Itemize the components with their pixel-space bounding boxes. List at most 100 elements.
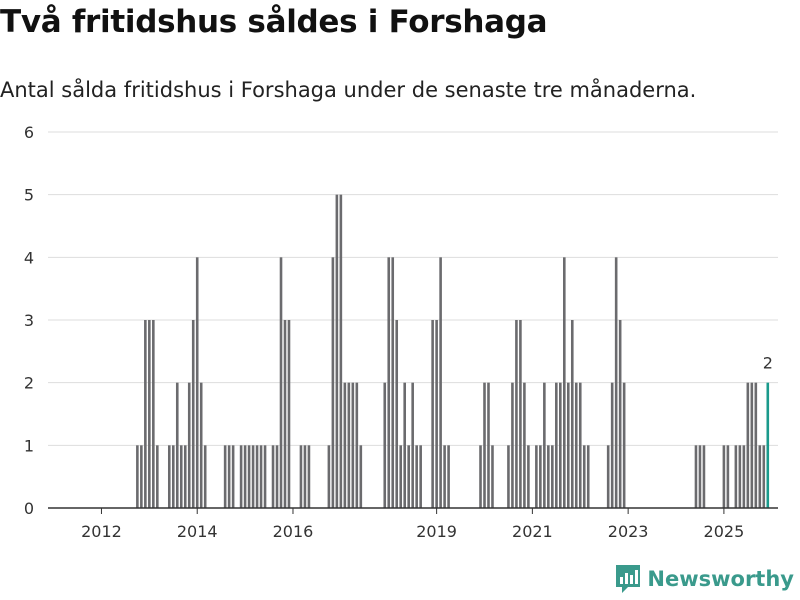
bar-highlight [766, 382, 770, 508]
bar [559, 382, 562, 508]
bar [175, 382, 179, 508]
bar [734, 445, 738, 508]
bar [307, 445, 311, 508]
bar [144, 320, 147, 508]
bar [515, 320, 518, 508]
y-tick-label: 5 [24, 186, 34, 205]
bar [754, 382, 758, 508]
bar [479, 445, 482, 508]
bar [539, 445, 542, 508]
bar [443, 445, 446, 508]
bar [447, 445, 450, 508]
y-axis-labels: 0 1 2 3 4 5 6 [24, 123, 34, 518]
bar [399, 445, 403, 508]
bar [758, 445, 762, 508]
bar [199, 382, 203, 508]
bar [259, 445, 263, 508]
bar [698, 445, 702, 508]
bar [586, 445, 590, 508]
x-axis: 2012 2014 2016 2019 2021 2023 2025 [48, 507, 778, 541]
bar [351, 382, 355, 508]
bar [327, 445, 331, 508]
y-tick-label: 3 [24, 311, 34, 330]
bar [203, 445, 207, 508]
bar [148, 320, 151, 508]
bar [167, 445, 171, 508]
bar [383, 382, 387, 508]
bar [187, 382, 191, 508]
bar [231, 445, 235, 508]
bar [255, 445, 259, 508]
bars [136, 194, 770, 508]
bar [566, 382, 570, 508]
bar [419, 445, 422, 508]
bar [487, 382, 490, 508]
bar [395, 320, 399, 508]
x-tick-label: 2023 [608, 522, 649, 541]
bar [179, 445, 183, 508]
bar [359, 445, 363, 508]
bar [483, 382, 486, 508]
chart-title: Två fritidshus såldes i Forshaga [0, 4, 548, 40]
bar [411, 382, 414, 508]
bar [223, 445, 227, 508]
bar-chart: 0 1 2 3 4 5 6 2012 2014 2016 2019 2021 2023 2025 2 [24, 123, 778, 541]
bar [762, 445, 766, 508]
bar [227, 445, 231, 508]
bar [523, 382, 526, 508]
bar [156, 445, 159, 508]
bar [750, 382, 754, 508]
bar [407, 445, 410, 508]
bar [439, 257, 442, 508]
bar [746, 382, 750, 508]
newsworthy-logo-icon [616, 565, 641, 593]
bar [738, 445, 742, 508]
bar [694, 445, 698, 508]
x-tick-label: 2014 [177, 522, 218, 541]
bar [563, 257, 566, 508]
bar [578, 382, 582, 508]
bar [339, 194, 343, 508]
bar [243, 445, 247, 508]
x-tick-label: 2025 [704, 522, 745, 541]
bar [551, 445, 554, 508]
bar [283, 320, 287, 508]
bar [543, 382, 546, 508]
bar [742, 445, 746, 508]
bar [555, 382, 558, 508]
annotations: 2 [763, 354, 773, 373]
bar [582, 445, 586, 508]
bar [251, 445, 255, 508]
bar [343, 382, 347, 508]
bar [547, 445, 550, 508]
bar [722, 445, 726, 508]
bar [387, 257, 391, 508]
bar [610, 382, 614, 508]
bar [511, 382, 514, 508]
x-tick-label: 2019 [416, 522, 457, 541]
bar [195, 257, 199, 508]
bar [507, 445, 510, 508]
chart-subtitle: Antal sålda fritidshus i Forshaga under … [0, 78, 697, 102]
bar [191, 320, 195, 508]
bar [519, 320, 522, 508]
bar [335, 194, 339, 508]
bar [702, 445, 706, 508]
bar [299, 445, 303, 508]
bar [171, 445, 175, 508]
bar [618, 320, 622, 508]
bar [435, 320, 438, 508]
x-tick-label: 2012 [81, 522, 122, 541]
bar [140, 445, 143, 508]
bar [535, 445, 538, 508]
bar [279, 257, 283, 508]
x-tick-label: 2021 [512, 522, 553, 541]
bar [275, 445, 279, 508]
bar [431, 320, 434, 508]
y-tick-label: 1 [24, 436, 34, 455]
y-tick-label: 2 [24, 374, 34, 393]
bar [614, 257, 618, 508]
bar [491, 445, 494, 508]
newsworthy-logo: Newsworthy [615, 564, 794, 594]
bar [606, 445, 610, 508]
